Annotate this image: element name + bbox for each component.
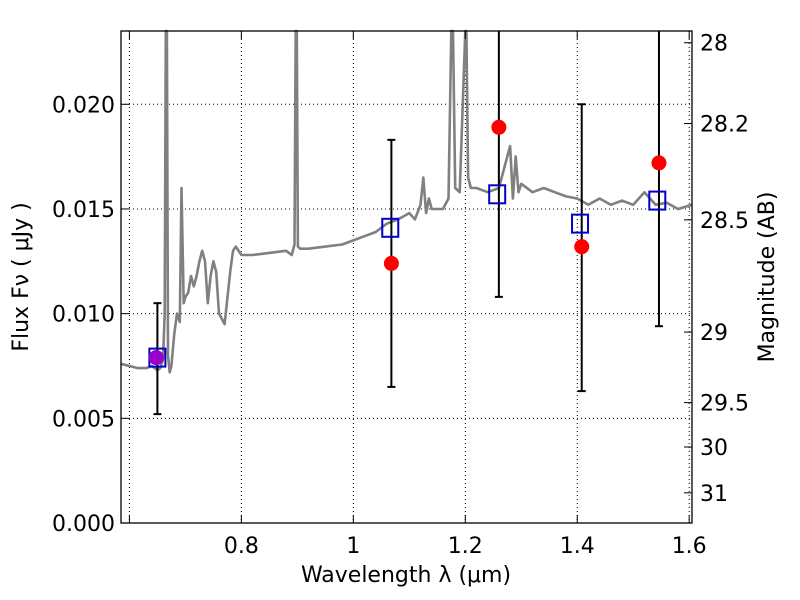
y-tick-label: 0.020	[52, 93, 115, 118]
synthetic-point	[571, 213, 590, 234]
synthetic-point	[648, 190, 667, 211]
y2-tick-label: 31	[700, 482, 728, 507]
plot-frame	[120, 30, 693, 524]
x-tick-label: 0.8	[224, 534, 259, 559]
x-tick-label: 1.4	[560, 534, 595, 559]
y2-tick-label: 29.5	[700, 392, 749, 417]
observed-point	[574, 239, 590, 255]
x-tick-label: 1	[346, 534, 360, 559]
y2-tick-label: 29	[700, 321, 728, 346]
y-tick-label: 0.005	[52, 407, 115, 432]
y-tick-label: 0.000	[52, 512, 115, 537]
x-axis-ticks: 0.8 1 1.2 1.4 1.6	[128, 31, 707, 559]
y-axis-ticks: 0.000 0.005 0.010 0.015 0.020	[52, 93, 129, 537]
y-tick-label: 0.010	[52, 303, 115, 328]
plot-area	[120, 29, 693, 416]
y2-tick-label: 28	[700, 32, 728, 57]
x-axis-label: Wavelength λ (μm)	[301, 563, 511, 588]
x-tick-label: 1.6	[672, 534, 707, 559]
y2-tick-label: 28.5	[700, 209, 749, 234]
overlap-point	[148, 350, 164, 366]
x-tick-label: 1.2	[448, 534, 483, 559]
model-spectrum-line	[120, 29, 693, 374]
y2-tick-label: 28.2	[700, 113, 749, 138]
observed-point	[383, 255, 399, 271]
observed-point	[491, 119, 507, 135]
y-axis-label: Flux Fν ( μJy )	[9, 202, 34, 351]
synthetic-point	[488, 184, 507, 205]
synthetic-point	[381, 217, 400, 238]
y2-axis-label: Magnitude (AB)	[755, 192, 780, 363]
y2-tick-label: 30	[700, 436, 728, 461]
y2-axis-ticks: 28 28.2 28.5 29 29.5 30 31	[684, 32, 749, 507]
observed-point	[651, 155, 667, 171]
y-tick-label: 0.015	[52, 198, 115, 223]
